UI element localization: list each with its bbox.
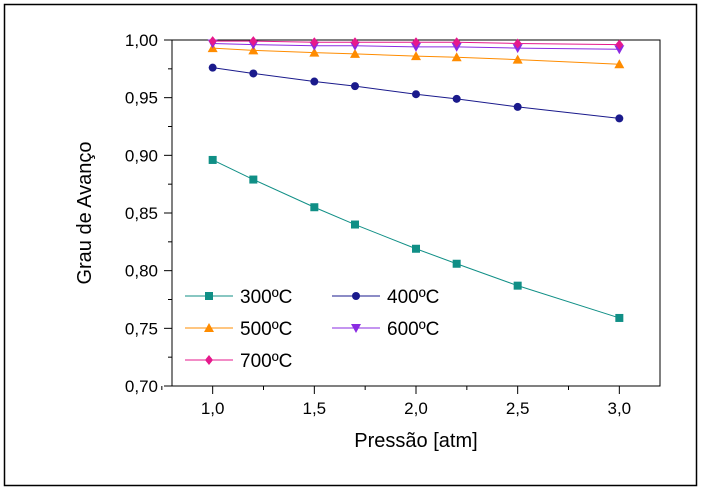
legend-label: 500ºC — [240, 319, 292, 340]
x-tick-label: 3,0 — [608, 399, 632, 418]
data-point — [615, 114, 624, 123]
legend-marker — [205, 292, 213, 300]
legend-label: 400ºC — [387, 287, 439, 308]
data-point — [615, 313, 624, 322]
series-line — [212, 47, 620, 65]
y-tick-label: 0,80 — [125, 262, 158, 281]
axis-ticks: 1,0 1,5 2,0 2,5 3,0 0,70 0,75 0,80 0,85 0,90 0,95 1… — [125, 31, 631, 418]
series-line — [212, 42, 620, 50]
series-2 — [207, 43, 625, 69]
data-point — [512, 44, 523, 54]
data-point — [411, 51, 421, 61]
data-point — [451, 52, 462, 62]
data-point — [614, 45, 625, 55]
y-tick-label: 1,00 — [125, 31, 158, 50]
data-point — [249, 36, 258, 47]
x-tick-label: 1,5 — [303, 399, 327, 418]
data-point — [614, 59, 625, 69]
legend-item: 400ºC — [332, 287, 439, 308]
x-tick-label: 2,0 — [404, 399, 428, 418]
x-tick-label: 2,5 — [506, 399, 530, 418]
legend-marker — [205, 355, 213, 365]
legend-marker — [352, 292, 360, 300]
data-point — [351, 37, 359, 48]
x-axis-label: Pressão [atm] — [354, 430, 477, 452]
data-point — [249, 69, 258, 78]
data-point — [513, 102, 522, 111]
data-point — [411, 42, 421, 52]
data-point — [208, 36, 217, 47]
y-tick-label: 0,95 — [125, 89, 158, 108]
data-point — [452, 259, 461, 268]
legend-label: 600ºC — [387, 319, 439, 340]
data-point — [452, 37, 461, 48]
series-line — [212, 159, 620, 319]
x-tick-label: 1,0 — [201, 399, 225, 418]
y-tick-label: 0,75 — [125, 319, 158, 338]
data-point — [248, 45, 259, 55]
series-line — [212, 40, 620, 46]
series-line — [212, 67, 620, 119]
y-tick-label: 0,85 — [125, 204, 158, 223]
data-point — [310, 37, 319, 48]
data-point — [513, 281, 522, 290]
data-point — [351, 82, 359, 91]
series-1 — [208, 63, 624, 123]
legend-marker — [204, 323, 214, 332]
y-tick-label: 0,90 — [125, 146, 158, 165]
legend-label: 700ºC — [240, 351, 292, 372]
data-point — [412, 90, 420, 99]
series-0 — [208, 155, 624, 322]
series-layer — [207, 36, 625, 322]
y-axis-label: Grau de Avanço — [74, 141, 96, 284]
data-point — [351, 220, 359, 229]
data-point — [310, 203, 319, 212]
data-point — [309, 47, 320, 57]
legend-item: 600ºC — [332, 319, 439, 340]
data-point — [451, 42, 462, 52]
data-point — [208, 63, 217, 72]
data-point — [350, 48, 360, 58]
data-point — [412, 244, 420, 253]
data-point — [249, 175, 258, 184]
data-point — [412, 37, 420, 48]
legend-item: 300ºC — [185, 287, 292, 308]
y-tick-label: 0,70 — [125, 377, 158, 396]
legend-marker — [351, 324, 361, 333]
legend-label: 300ºC — [240, 287, 292, 308]
data-point — [208, 155, 217, 164]
data-point — [452, 94, 461, 103]
data-point — [310, 77, 319, 86]
legend-item: 700ºC — [185, 351, 292, 372]
data-point — [615, 39, 624, 50]
legend-item: 500ºC — [185, 319, 292, 340]
legend: 300ºC 400ºC 500ºC 600ºC 700ºC — [185, 287, 439, 372]
data-point — [512, 54, 523, 64]
figure-border — [3, 3, 698, 487]
data-point — [513, 38, 522, 49]
series-4 — [208, 36, 624, 50]
